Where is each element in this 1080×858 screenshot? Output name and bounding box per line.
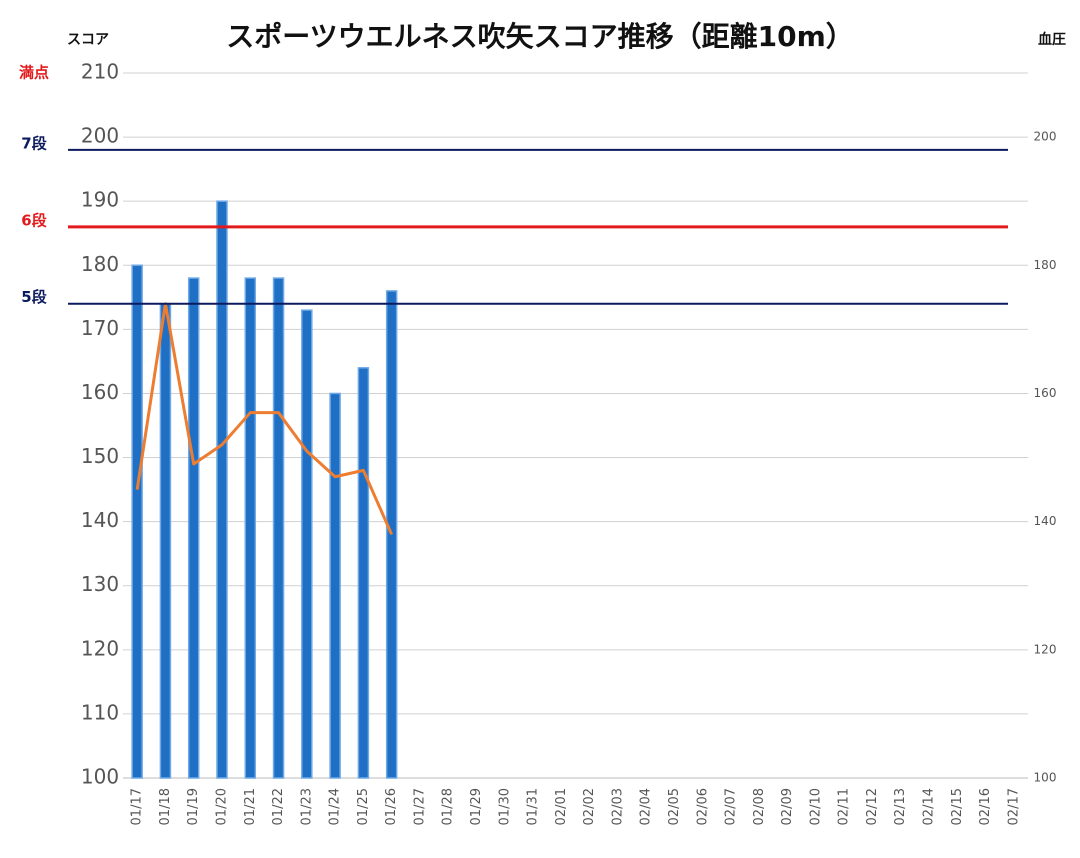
y-tick-label: 180 [81, 252, 119, 276]
x-tick-label: 01/26 [384, 788, 399, 825]
x-tick-label: 02/11 [837, 788, 852, 825]
x-tick-label: 02/17 [1006, 788, 1021, 825]
x-tick-label: 01/19 [186, 788, 201, 825]
y-tick-label: 200 [81, 124, 119, 148]
y-axis-title: スコア [67, 32, 109, 48]
x-tick-label: 02/16 [978, 788, 993, 825]
x-tick-label: 02/03 [610, 788, 625, 825]
y-tick-label: 150 [81, 444, 119, 468]
x-tick-label: 01/20 [214, 788, 229, 825]
y2-tick-label: 120 [1034, 642, 1057, 656]
x-tick-label: 02/05 [667, 788, 682, 825]
x-tick-label: 02/09 [780, 788, 795, 825]
x-tick-label: 01/31 [526, 788, 541, 825]
y2-tick-label: 100 [1034, 771, 1057, 785]
x-tick-label: 02/06 [695, 788, 710, 825]
x-tick-label: 02/08 [752, 788, 767, 825]
x-tick-label: 01/24 [328, 788, 343, 825]
reference-label: 満点 [19, 64, 49, 82]
bar [329, 392, 341, 779]
bar [272, 277, 285, 779]
y2-axis-title: 血圧 [1038, 31, 1066, 48]
reference-label: 5段 [21, 288, 46, 306]
x-tick-label: 01/25 [356, 788, 371, 825]
y2-tick-label: 160 [1034, 386, 1057, 400]
x-tick-label: 02/02 [582, 788, 597, 825]
reference-label: 7段 [21, 134, 46, 152]
x-tick-label: 02/15 [950, 788, 965, 825]
x-tick-label: 01/17 [130, 788, 145, 825]
bar [357, 367, 370, 779]
y-tick-label: 140 [81, 508, 119, 532]
y-tick-label: 190 [81, 188, 119, 212]
x-tick-label: 02/13 [893, 788, 908, 825]
x-tick-label: 01/22 [271, 788, 286, 825]
reference-label: 6段 [21, 211, 46, 229]
x-tick-label: 01/27 [412, 788, 427, 825]
bar [301, 309, 313, 779]
x-tick-label: 02/12 [865, 788, 880, 825]
x-tick-label: 01/30 [497, 788, 512, 825]
chart-title: スポーツウエルネス吹矢スコア推移（距離10m） [226, 20, 854, 53]
bar [159, 302, 172, 779]
y-tick-label: 210 [81, 60, 119, 84]
y-tick-label: 120 [81, 636, 119, 660]
y2-tick-label: 140 [1034, 514, 1057, 528]
x-tick-label: 01/23 [299, 788, 314, 825]
x-tick-label: 02/14 [922, 788, 937, 825]
y2-tick-label: 200 [1034, 130, 1057, 144]
x-tick-label: 02/07 [724, 788, 739, 825]
bar [244, 277, 257, 779]
bar [187, 277, 200, 779]
y-tick-label: 130 [81, 572, 119, 596]
y-tick-label: 100 [81, 765, 119, 789]
bar [216, 200, 228, 779]
line [135, 302, 394, 536]
bar [131, 264, 143, 779]
x-tick-label: 01/29 [469, 788, 484, 825]
y-tick-label: 160 [81, 380, 119, 404]
y2-tick-label: 180 [1034, 258, 1057, 272]
y-tick-label: 110 [81, 700, 119, 724]
x-tick-label: 01/18 [158, 788, 173, 825]
x-tick-label: 02/01 [554, 788, 569, 825]
x-tick-label: 02/04 [639, 788, 654, 825]
x-tick-label: 01/28 [441, 788, 456, 825]
y-tick-label: 170 [81, 316, 119, 340]
x-tick-label: 01/21 [243, 788, 258, 825]
x-tick-label: 02/10 [808, 788, 823, 825]
